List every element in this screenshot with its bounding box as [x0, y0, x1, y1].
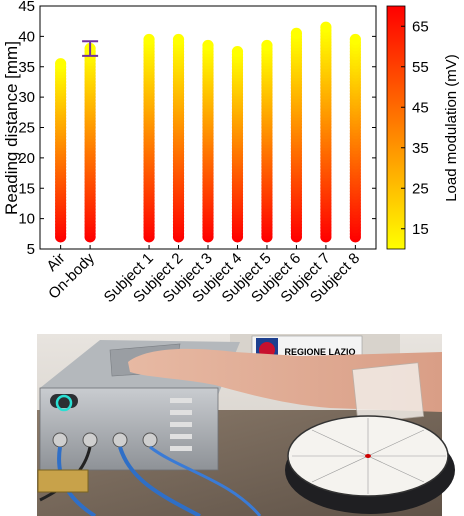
- power-led-icon: [55, 394, 73, 412]
- turntable: [285, 415, 455, 514]
- y-axis-label: Reading distance [mm]: [2, 41, 21, 215]
- colorbar-tick-label: 45: [412, 99, 429, 116]
- cables: [37, 445, 262, 516]
- connector-icon: [142, 432, 158, 448]
- colorbar-tick-label: 35: [412, 140, 429, 157]
- series-column: [84, 42, 96, 243]
- series-column: [202, 39, 214, 243]
- y-tick-label: 45: [18, 0, 35, 15]
- y-tick-label: 25: [18, 120, 35, 137]
- colorbar-tick-label: 65: [412, 18, 429, 35]
- y-axis-ticks: 5 10 15 20 25 30 35 40 45: [18, 0, 376, 258]
- connector-icon: [112, 432, 128, 448]
- data-point: [231, 45, 244, 58]
- data-point: [290, 27, 303, 39]
- series-column: [143, 33, 155, 243]
- data-point: [172, 33, 185, 46]
- on-body-sensor-patch: [351, 362, 425, 424]
- connector-icon: [82, 432, 98, 448]
- series-column: [320, 21, 332, 243]
- experiment-photo: REGIONE LAZIO: [37, 334, 455, 516]
- colorbar-ticks: 15 25 35 45 55 65: [401, 18, 429, 238]
- series-column: [55, 58, 67, 243]
- arm: [128, 348, 442, 424]
- data-point: [349, 33, 361, 46]
- data-point: [55, 58, 67, 70]
- colorbar-tick-label: 15: [412, 221, 429, 238]
- y-tick-label: 15: [18, 180, 35, 197]
- y-tick-label: 30: [18, 89, 35, 106]
- series-column: [172, 33, 185, 243]
- y-tick-label: 10: [18, 211, 35, 228]
- y-tick-label: 40: [18, 28, 35, 45]
- y-tick-label: 20: [18, 150, 35, 167]
- data-marks: [55, 21, 361, 243]
- colorbar-tick-label: 55: [412, 59, 429, 76]
- colorbar-tick-label: 25: [412, 180, 429, 197]
- series-column: [349, 33, 361, 243]
- colorbar-gradient: [386, 5, 406, 250]
- colorbar: 15 25 35 45 55 65 Load modulation (mV): [386, 5, 460, 250]
- data-point: [320, 21, 332, 33]
- data-point: [261, 39, 273, 52]
- series-column: [290, 27, 303, 243]
- y-tick-label: 35: [18, 59, 35, 76]
- connector-icon: [52, 432, 68, 448]
- data-point: [202, 39, 214, 52]
- series-column: [261, 39, 273, 243]
- colorbar-label: Load modulation (mV): [443, 54, 460, 202]
- data-point: [143, 33, 155, 46]
- y-tick-label: 5: [27, 241, 35, 258]
- error-bar: [82, 40, 99, 57]
- series-column: [231, 45, 244, 243]
- sign-text: REGIONE LAZIO: [284, 347, 355, 357]
